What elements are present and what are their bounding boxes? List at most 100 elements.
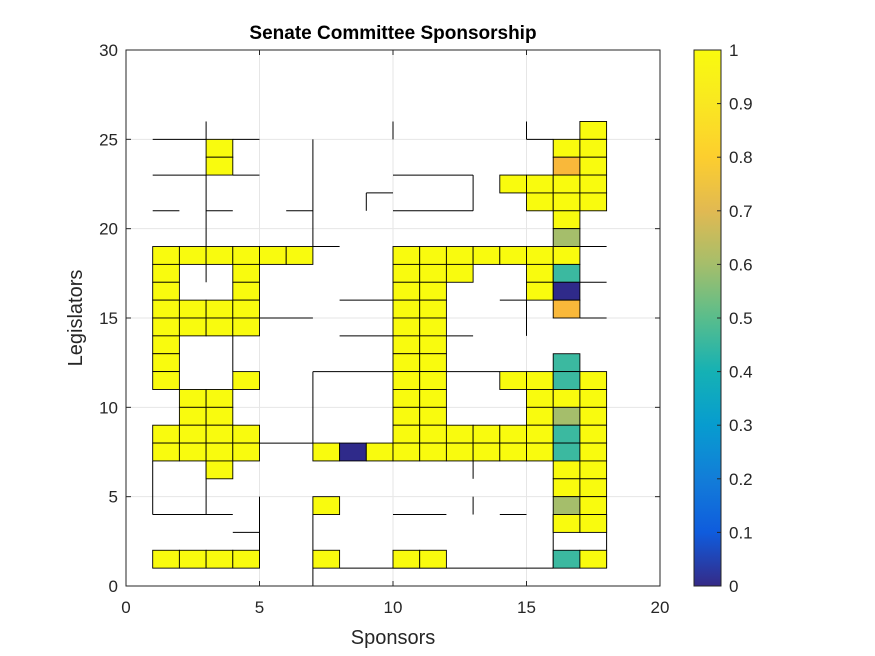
heatmap-cell [552, 406, 581, 426]
x-axis-label: Sponsors [351, 627, 436, 649]
x-tick-label: 15 [517, 598, 536, 617]
heatmap-cell [205, 299, 234, 319]
heatmap-cell [579, 478, 608, 498]
heatmap-cell [392, 549, 421, 569]
heatmap-cell [392, 353, 421, 373]
heatmap-cell [205, 424, 234, 444]
heatmap-cell [499, 442, 527, 462]
heatmap-cell [579, 156, 608, 176]
heatmap-cell [392, 335, 421, 355]
heatmap-cell [392, 406, 421, 426]
heatmap-cell [526, 263, 554, 283]
heatmap-cell [552, 424, 581, 444]
colorbar-tick-label: 0.6 [729, 255, 753, 274]
heatmap-cell [472, 442, 501, 462]
colorbar-tick-label: 0 [729, 577, 738, 596]
heatmap-cell [419, 549, 447, 569]
colorbar-tick-label: 0.4 [729, 363, 753, 382]
heatmap-cell [552, 460, 581, 480]
heatmap-cell [205, 442, 234, 462]
heatmap-cell [232, 549, 260, 569]
heatmap-cell [205, 156, 234, 176]
heatmap-cell [579, 514, 608, 533]
colorbar-tick-label: 1 [729, 41, 738, 60]
colorbar [693, 49, 722, 587]
heatmap-cell [552, 174, 581, 194]
heatmap-cell [526, 389, 554, 408]
heatmap-cell [445, 246, 474, 265]
x-tick-label: 0 [121, 598, 130, 617]
heatmap-cell [392, 371, 421, 390]
heatmap-cell [552, 156, 581, 176]
y-tick-label: 20 [99, 220, 118, 239]
heatmap-cell [312, 442, 341, 462]
heatmap-cell [152, 263, 180, 283]
heatmap-cell [419, 317, 447, 337]
heatmap-cell [259, 246, 287, 265]
heatmap-cell [339, 442, 367, 462]
colorbar-tick-label: 0.5 [729, 309, 753, 328]
heatmap-cell [552, 228, 581, 247]
heatmap-cell [178, 389, 207, 408]
heatmap-cell [232, 371, 260, 390]
heatmap-cell [205, 246, 234, 265]
x-tick-label: 10 [384, 598, 403, 617]
heatmap-cell [552, 210, 581, 230]
heatmap-cell [232, 317, 260, 337]
heatmap-cell [419, 406, 447, 426]
heatmap-cell [472, 246, 501, 265]
heatmap-cell [419, 353, 447, 373]
heatmap-cell [579, 549, 608, 569]
colorbar-tick-label: 0.9 [729, 95, 753, 114]
heatmap-cell [552, 299, 581, 319]
colorbar-ticks: 0 0.1 0.2 0.3 0.4 0.5 0.6 0.7 0.8 0.9 1 [717, 41, 753, 596]
heatmap-cell [499, 246, 527, 265]
heatmap-cell [392, 317, 421, 337]
heatmap-cell [552, 371, 581, 390]
heatmap-cell [419, 389, 447, 408]
heatmap-cell [152, 424, 180, 444]
x-tick-label: 5 [255, 598, 264, 617]
heatmap-cell [232, 263, 260, 283]
heatmap-cell [579, 371, 608, 390]
heatmap-cell [205, 460, 234, 480]
heatmap-cell [526, 192, 554, 212]
heatmap-cell [312, 496, 341, 515]
heatmap-cell [205, 138, 234, 158]
chart-title: Senate Committee Sponsorship [249, 23, 536, 44]
y-tick-label: 0 [109, 577, 118, 596]
heatmap-cell [419, 335, 447, 355]
heatmap-cell [445, 263, 474, 283]
heatmap-cell [579, 442, 608, 462]
heatmap-cell [526, 281, 554, 301]
heatmap-cell [205, 406, 234, 426]
heatmap-cell [445, 442, 474, 462]
heatmap-cell [419, 263, 447, 283]
heatmap-cell [552, 514, 581, 533]
heatmap-cell [552, 496, 581, 515]
heatmap-cell [205, 389, 234, 408]
heatmap-cell [419, 442, 447, 462]
heatmap-cell [552, 442, 581, 462]
colorbar-tick-label: 0.8 [729, 148, 753, 167]
heatmap-cell [526, 246, 554, 265]
heatmap-cell [178, 299, 207, 319]
heatmap-cell [499, 371, 527, 390]
heatmap-cell [392, 299, 421, 319]
heatmap-cell [285, 246, 314, 265]
heatmap-cell [579, 424, 608, 444]
heatmap-cell [579, 174, 608, 194]
heatmap-cell [178, 424, 207, 444]
heatmap-cell [526, 424, 554, 444]
colorbar-tick-label: 0.1 [729, 523, 753, 542]
heatmap-cell [205, 317, 234, 337]
heatmap-cell [419, 281, 447, 301]
y-tick-label: 15 [99, 309, 118, 328]
heatmap-cell [499, 174, 527, 194]
colorbar-tick-label: 0.2 [729, 470, 753, 489]
heatmap-cell [419, 424, 447, 444]
heatmap-cell [232, 281, 260, 301]
heatmap-cell [499, 424, 527, 444]
heatmap-cell [445, 424, 474, 444]
heatmap-cell [526, 174, 554, 194]
